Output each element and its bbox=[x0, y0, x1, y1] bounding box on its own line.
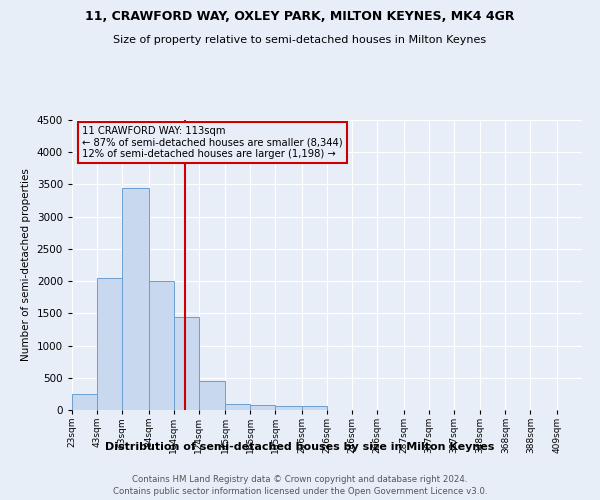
Bar bbox=[302, 406, 327, 410]
Bar bbox=[275, 406, 302, 410]
Bar bbox=[122, 188, 149, 410]
Text: Contains HM Land Registry data © Crown copyright and database right 2024.: Contains HM Land Registry data © Crown c… bbox=[132, 475, 468, 484]
Text: 11 CRAWFORD WAY: 113sqm
← 87% of semi-detached houses are smaller (8,344)
12% of: 11 CRAWFORD WAY: 113sqm ← 87% of semi-de… bbox=[82, 126, 343, 159]
Text: 11, CRAWFORD WAY, OXLEY PARK, MILTON KEYNES, MK4 4GR: 11, CRAWFORD WAY, OXLEY PARK, MILTON KEY… bbox=[85, 10, 515, 23]
Text: Distribution of semi-detached houses by size in Milton Keynes: Distribution of semi-detached houses by … bbox=[106, 442, 494, 452]
Y-axis label: Number of semi-detached properties: Number of semi-detached properties bbox=[21, 168, 31, 362]
Bar bbox=[97, 278, 122, 410]
Text: Size of property relative to semi-detached houses in Milton Keynes: Size of property relative to semi-detach… bbox=[113, 35, 487, 45]
Text: Contains public sector information licensed under the Open Government Licence v3: Contains public sector information licen… bbox=[113, 488, 487, 496]
Bar bbox=[225, 404, 250, 410]
Bar bbox=[174, 316, 199, 410]
Bar bbox=[149, 281, 174, 410]
Bar bbox=[72, 394, 97, 410]
Bar bbox=[199, 381, 225, 410]
Bar bbox=[250, 405, 275, 410]
